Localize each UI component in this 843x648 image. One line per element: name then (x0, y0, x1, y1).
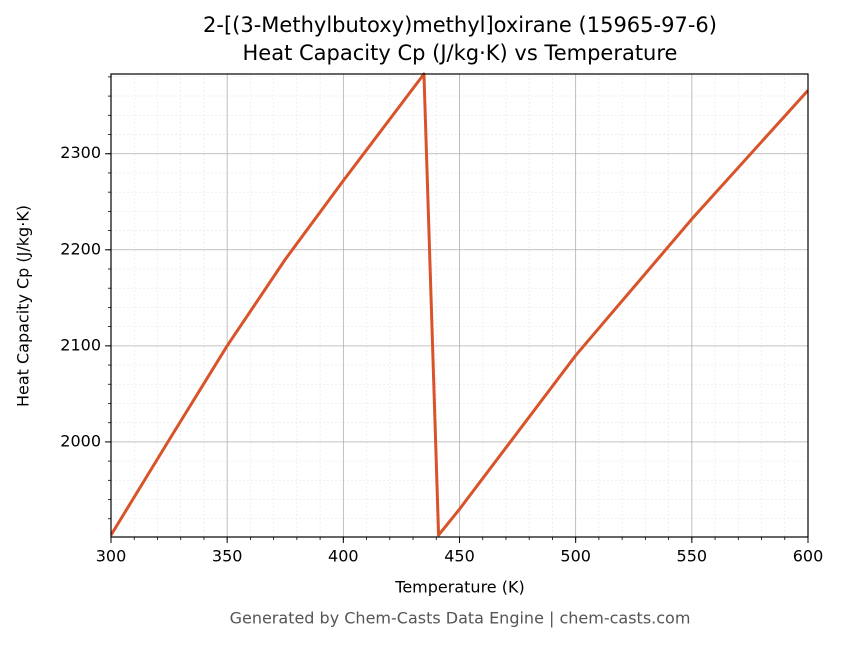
x-tick-label: 300 (96, 547, 127, 566)
footer: Generated by Chem-Casts Data Engine | ch… (230, 609, 691, 628)
x-axis-label: Temperature (K) (394, 578, 524, 597)
x-tick-label: 400 (328, 547, 359, 566)
x-tick-label: 450 (444, 547, 475, 566)
x-tick-label: 550 (677, 547, 708, 566)
chart-title: 2-[(3-Methylbutoxy)methyl]oxirane (15965… (203, 13, 717, 37)
x-tick-label: 600 (793, 547, 824, 566)
y-tick-label: 2200 (60, 239, 101, 258)
y-axis-label: Heat Capacity Cp (J/kg·K) (14, 205, 33, 407)
chart-subtitle: Heat Capacity Cp (J/kg·K) vs Temperature (243, 41, 678, 65)
x-tick-label: 500 (560, 547, 591, 566)
x-tick-label: 350 (212, 547, 243, 566)
y-tick-label: 2000 (60, 431, 101, 450)
y-tick-label: 2100 (60, 335, 101, 354)
plot-frame (110, 73, 809, 538)
y-tick-label: 2300 (60, 143, 101, 162)
